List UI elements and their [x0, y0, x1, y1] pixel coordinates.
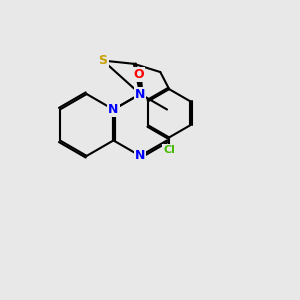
Text: N: N	[135, 149, 146, 162]
Text: S: S	[99, 54, 108, 67]
Text: Cl: Cl	[163, 145, 175, 155]
Text: N: N	[108, 103, 119, 116]
Text: N: N	[135, 88, 146, 100]
Text: O: O	[134, 68, 144, 80]
